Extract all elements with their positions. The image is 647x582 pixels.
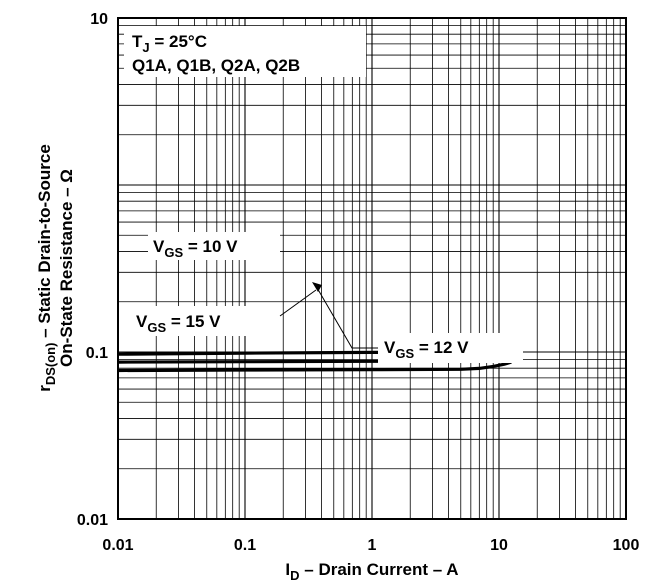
arrowhead (312, 282, 322, 292)
y-tick-label: 0.01 (77, 512, 108, 529)
series-line-3 (117, 360, 512, 373)
x-axis-label: ID – Drain Current – A (285, 560, 458, 582)
leader-line-vgs-15 (279, 289, 317, 317)
y-tick-label: 10 (90, 11, 108, 28)
label-vgs-15: VGS = 15 V (136, 312, 221, 335)
conditions-box (124, 26, 366, 77)
x-tick-label: 0.01 (102, 537, 133, 554)
plot-frame (117, 17, 627, 520)
x-tick-label: 10 (490, 537, 508, 554)
label-bg-vgs-12 (378, 333, 523, 363)
x-tick-labels: 0.01 0.1 1 10 100 (102, 537, 639, 554)
grid (118, 18, 626, 519)
label-bg-vgs-10 (148, 232, 280, 260)
y-axis-label-line1: rDS(on) – Static Drain-to-Source (35, 144, 58, 392)
label-vgs-12: VGS = 12 V (384, 338, 469, 361)
y-tick-labels: 10 0.1 0.01 (77, 11, 108, 529)
y-axis-label-line2: On-State Resistance – Ω (57, 169, 76, 367)
label-vgs-10: VGS = 10 V (153, 237, 238, 260)
x-tick-label: 100 (613, 537, 640, 554)
condition-devices: Q1A, Q1B, Q2A, Q2B (132, 56, 300, 75)
leader-line-vgs-12 (315, 285, 378, 349)
label-bg-vgs-15 (130, 306, 280, 336)
condition-temperature: TJ = 25°C (132, 32, 207, 55)
x-tick-label: 1 (368, 537, 377, 554)
x-tick-label: 0.1 (234, 537, 256, 554)
y-tick-label: 0.1 (86, 345, 108, 362)
